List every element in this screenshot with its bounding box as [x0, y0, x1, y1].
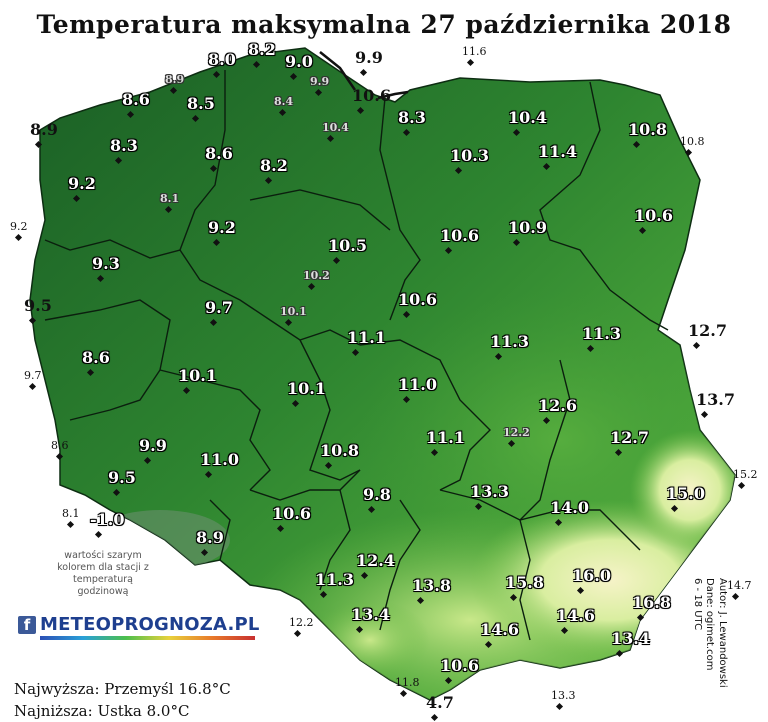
station-value: 8.0 — [208, 50, 236, 69]
station-value: 12.7 — [688, 321, 727, 340]
station-value: 13.3 — [470, 482, 509, 501]
station-value: 10.8 — [320, 441, 359, 460]
station-value: 8.2 — [260, 156, 288, 175]
station-value: 9.9 — [139, 436, 167, 455]
station-value: 10.1 — [178, 366, 217, 385]
station-value: 9.9 — [355, 48, 383, 67]
station-value: 9.3 — [92, 254, 120, 273]
station-value: 8.4 — [274, 95, 294, 108]
station-value: 8.6 — [205, 144, 233, 163]
station-value: 15.0 — [666, 484, 705, 503]
station-value: 11.0 — [200, 450, 239, 469]
station-value: -1.0 — [90, 510, 125, 529]
station-value: 15.8 — [505, 573, 544, 592]
logo-text[interactable]: METEOPROGNOZA.PL — [40, 614, 260, 635]
baltic-coast-lines — [319, 51, 409, 100]
station-value: 11.1 — [426, 428, 465, 447]
station-value: 13.4 — [351, 605, 390, 624]
station-value: 10.5 — [328, 236, 367, 255]
station-value: 11.4 — [538, 142, 577, 161]
station-value: 11.1 — [347, 328, 386, 347]
station-value: 9.7 — [205, 298, 233, 317]
station-value: 10.6 — [440, 656, 479, 675]
credits-data-source: Dane: ogimet.com — [704, 578, 716, 671]
station-value: 8.5 — [187, 94, 215, 113]
station-value: 8.3 — [110, 136, 138, 155]
station-value: 13.4 — [611, 629, 650, 648]
station-value: 9.2 — [68, 174, 96, 193]
station-value: 14.0 — [550, 498, 589, 517]
facebook-icon[interactable]: f — [18, 615, 36, 634]
station-value: 10.6 — [634, 206, 673, 225]
station-value: 12.4 — [356, 551, 395, 570]
station-value: 11.3 — [490, 332, 529, 351]
station-value: 12.6 — [538, 396, 577, 415]
station-value: 13.8 — [412, 576, 451, 595]
station-value: 13.3 — [551, 689, 576, 702]
station-value: 8.1 — [160, 192, 180, 205]
station-value: 8.2 — [248, 40, 276, 59]
station-value: 10.1 — [280, 305, 307, 318]
station-value: 10.1 — [287, 379, 326, 398]
station-value: 10.9 — [508, 218, 547, 237]
map-title: Temperatura maksymalna 27 października 2… — [36, 10, 732, 39]
station-value: 11.6 — [462, 45, 487, 58]
station-value: 10.6 — [398, 290, 437, 309]
station-value: 11.0 — [398, 375, 437, 394]
station-value: 10.8 — [680, 135, 705, 148]
station-value: 8.1 — [62, 507, 80, 520]
station-value: 14.6 — [480, 620, 519, 639]
station-value: 9.5 — [24, 296, 52, 315]
station-value: 8.6 — [122, 90, 150, 109]
station-value: 8.3 — [398, 108, 426, 127]
station-value: 9.9 — [310, 75, 330, 88]
station-value: 9.8 — [363, 485, 391, 504]
highest-temperature: Najwyższa: Przemyśl 16.8°C — [14, 680, 231, 698]
station-value: 10.4 — [322, 121, 349, 134]
station-value: 8.6 — [82, 348, 110, 367]
station-value: 12.7 — [610, 428, 649, 447]
station-value: 16.0 — [572, 566, 611, 585]
meteoprognoza-logo[interactable]: f METEOPROGNOZA.PL — [18, 614, 260, 640]
lowest-temperature: Najniższa: Ustka 8.0°C — [14, 702, 190, 720]
station-value: 12.2 — [503, 426, 530, 439]
station-value: 8.9 — [30, 120, 58, 139]
station-value: 10.6 — [440, 226, 479, 245]
logo-color-bar — [40, 636, 255, 640]
station-value: 10.8 — [628, 120, 667, 139]
station-value: 10.3 — [450, 146, 489, 165]
credits-time-range: 6 - 18 UTC — [692, 578, 703, 631]
station-value: 9.5 — [108, 468, 136, 487]
station-value: 12.2 — [289, 616, 314, 629]
station-value: 8.9 — [196, 528, 224, 547]
station-value: 10.6 — [352, 86, 391, 105]
station-value: 10.6 — [272, 504, 311, 523]
station-value: 10.2 — [303, 269, 330, 282]
voivodeship-borders — [44, 70, 669, 641]
station-value: 9.0 — [285, 52, 313, 71]
hourly-stations-note: wartości szarym kolorem dla stacji z tem… — [57, 550, 149, 597]
station-value: 15.2 — [733, 468, 758, 481]
station-value: 8.9 — [165, 73, 185, 86]
station-value: 11.3 — [582, 324, 621, 343]
station-value: 13.7 — [696, 390, 735, 409]
station-value: 14.7 — [727, 579, 752, 592]
station-value: 9.2 — [208, 218, 236, 237]
station-value: 8.6 — [51, 439, 69, 452]
station-value: 16.8 — [632, 593, 671, 612]
credits-author: Autor: J. Lewandowski — [717, 578, 728, 688]
station-value: 9.7 — [24, 369, 42, 382]
station-value: 11.8 — [395, 676, 420, 689]
station-value: 10.4 — [508, 108, 547, 127]
station-value: 4.7 — [426, 693, 454, 712]
station-value: 9.2 — [10, 220, 28, 233]
station-value: 14.6 — [556, 606, 595, 625]
station-value: 11.3 — [315, 570, 354, 589]
credits: Autor: J. Lewandowski Dane: ogimet.com 6… — [691, 578, 728, 688]
